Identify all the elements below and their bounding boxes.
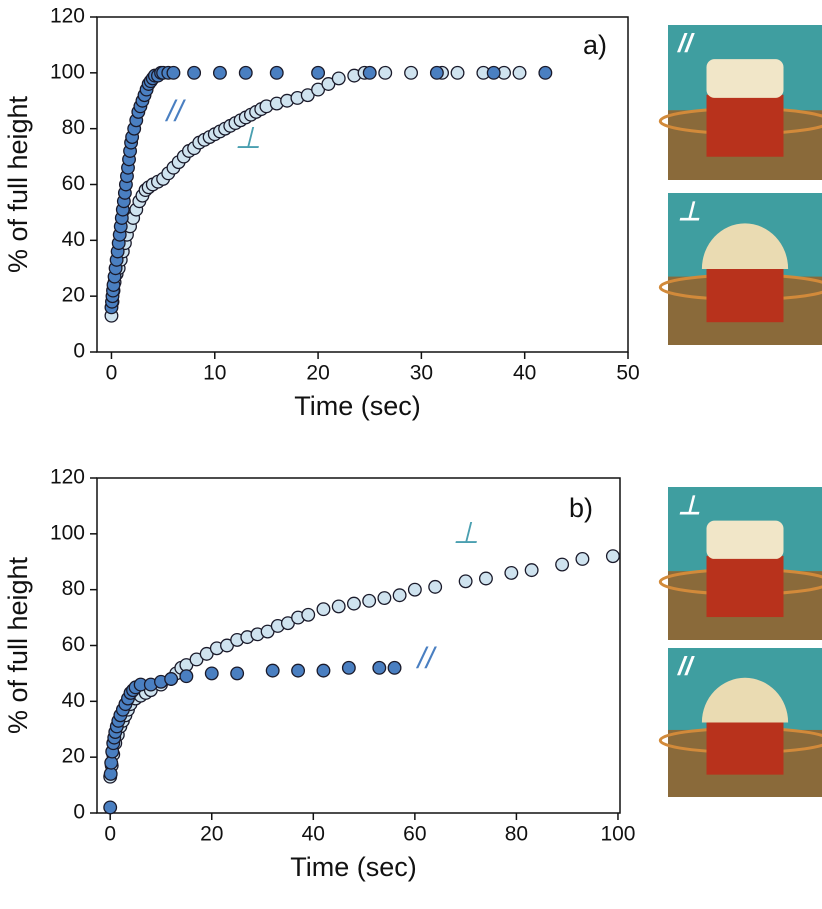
series-label: //: [416, 642, 437, 675]
x-tick-label: 40: [302, 823, 325, 846]
data-point: [187, 65, 202, 80]
y-tick-label: 80: [62, 116, 85, 139]
data-point: [450, 65, 465, 80]
data-point: [575, 552, 590, 566]
data-point: [378, 65, 393, 80]
photo-label: //: [677, 651, 695, 681]
data-point: [524, 563, 539, 578]
data-point: [387, 660, 402, 675]
data-point: [301, 607, 316, 622]
data-point: [346, 596, 361, 611]
y-tick-label: 100: [50, 521, 85, 544]
photo-top: [701, 223, 789, 269]
photo-label: //: [677, 28, 695, 58]
x-axis-label: Time (sec): [290, 852, 417, 882]
y-tick-label: 40: [62, 228, 85, 251]
photo-label: ⊥: [678, 196, 701, 226]
y-tick-label: 40: [62, 689, 85, 712]
panel-label: b): [569, 493, 593, 523]
y-axis-label: % of full height: [3, 95, 33, 273]
series-label: ⊥: [453, 517, 479, 550]
photo-foam: [706, 715, 784, 775]
chart: 0 20 40 60 80 100 120 0 20 40 60 80 100 Time (sec) % o…: [3, 466, 822, 882]
photo-foam: [706, 555, 784, 618]
y-tick-label: 120: [50, 466, 85, 489]
photo-label: ⊥: [678, 490, 701, 520]
x-tick-label: 10: [203, 362, 226, 385]
y-tick-label: 60: [62, 633, 85, 656]
chart: 0 20 40 60 80 100 120 0 10 20 30 40 50 Time (sec) % of…: [3, 5, 822, 421]
y-tick-label: 120: [50, 5, 85, 28]
x-tick-label: 60: [403, 823, 426, 846]
data-point: [269, 65, 284, 80]
data-point: [538, 65, 553, 80]
y-tick-label: 100: [50, 60, 85, 83]
data-point: [377, 591, 392, 605]
x-axis-label: Time (sec): [294, 391, 421, 421]
data-point: [166, 65, 181, 80]
data-point: [311, 65, 326, 80]
y-tick-label: 80: [62, 577, 85, 600]
data-point: [316, 663, 331, 678]
x-tick-label: 30: [410, 362, 433, 385]
x-tick-label: 20: [200, 823, 223, 846]
y-tick-label: 0: [73, 801, 85, 824]
data-point: [512, 65, 527, 80]
data-point: [362, 65, 377, 80]
data-point: [478, 571, 493, 586]
data-point: [605, 549, 620, 564]
series-label: //: [165, 95, 186, 128]
y-tick-label: 60: [62, 172, 85, 195]
data-point: [392, 588, 407, 603]
data-point: [265, 663, 280, 678]
data-point: [331, 599, 346, 614]
photo-top: [706, 59, 784, 98]
data-point: [429, 65, 444, 80]
data-point: [291, 663, 306, 678]
data-point: [230, 666, 245, 681]
plot-frame: [96, 477, 621, 814]
data-point: [179, 669, 194, 684]
data-point: [407, 582, 422, 597]
data-point: [362, 593, 377, 608]
y-tick-label: 0: [73, 340, 85, 363]
data-point: [164, 672, 179, 686]
photo-foam: [706, 261, 784, 323]
x-tick-label: 20: [306, 362, 329, 385]
data-point: [458, 574, 473, 589]
data-point: [372, 660, 387, 675]
x-tick-label: 80: [505, 823, 528, 846]
y-tick-label: 20: [62, 284, 85, 307]
data-point: [428, 579, 443, 594]
data-point: [204, 666, 219, 681]
y-tick-label: 20: [62, 745, 85, 768]
data-point: [404, 65, 419, 80]
x-tick-label: 0: [104, 823, 116, 846]
data-point: [316, 602, 331, 617]
photo-top: [701, 677, 789, 723]
x-tick-label: 50: [616, 362, 639, 385]
series-label: ⊥: [235, 122, 261, 155]
data-point: [504, 565, 519, 580]
data-point: [331, 71, 346, 86]
data-point: [341, 660, 356, 675]
photo-foam: [706, 94, 784, 157]
photo-top: [706, 520, 784, 559]
x-tick-label: 100: [600, 823, 635, 846]
data-point: [212, 65, 227, 80]
y-axis-label: % of full height: [3, 556, 33, 734]
x-tick-label: 40: [513, 362, 536, 385]
data-point: [555, 557, 570, 572]
panel-label: a): [583, 30, 607, 60]
data-point: [238, 65, 253, 80]
x-tick-label: 0: [106, 362, 118, 385]
data-point: [103, 800, 118, 815]
data-point: [486, 65, 501, 80]
